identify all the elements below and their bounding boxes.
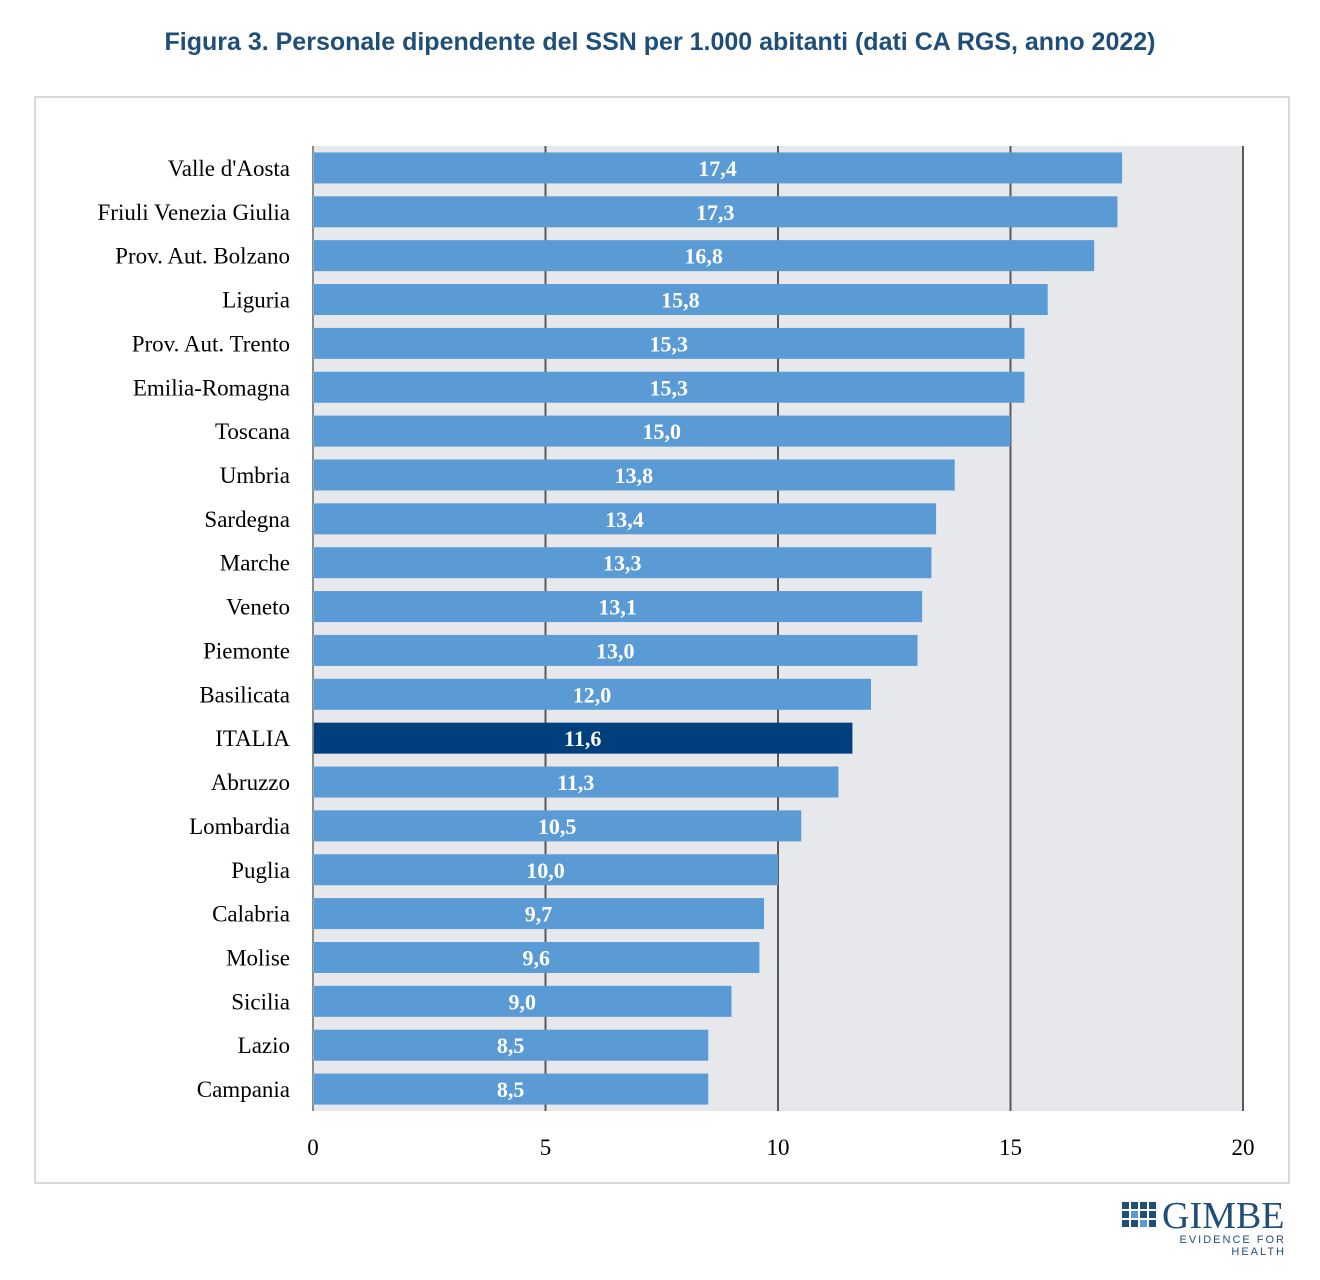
bar <box>313 985 732 1017</box>
bar <box>313 591 923 623</box>
category-label: Abruzzo <box>211 770 290 795</box>
chart-title: Figura 3. Personale dipendente del SSN p… <box>164 28 1156 56</box>
bar <box>313 547 932 579</box>
data-label: 9,6 <box>522 945 550 970</box>
category-label: Basilicata <box>199 682 290 707</box>
data-label: 13,4 <box>605 507 644 532</box>
bar <box>313 459 955 491</box>
data-label: 17,3 <box>696 200 735 225</box>
bar <box>313 810 802 842</box>
bar <box>313 152 1123 184</box>
data-label: 13,1 <box>598 595 637 620</box>
x-tick-label: 0 <box>307 1135 319 1160</box>
bar <box>313 371 1025 403</box>
logo-wordmark: GIMBE <box>1162 1195 1285 1237</box>
data-label: 10,5 <box>538 814 577 839</box>
data-label: 15,3 <box>649 375 688 400</box>
bar <box>313 1073 709 1105</box>
category-label: ITALIA <box>215 726 290 751</box>
category-label: Umbria <box>220 463 290 488</box>
bar <box>313 898 765 930</box>
bar <box>313 941 760 973</box>
category-label: Liguria <box>222 288 290 313</box>
data-label: 9,0 <box>509 989 537 1014</box>
data-label: 11,6 <box>564 726 601 751</box>
data-label: 13,0 <box>596 638 635 663</box>
bar <box>313 415 1011 447</box>
data-label: 16,8 <box>684 244 723 269</box>
category-label: Valle d'Aosta <box>168 156 290 181</box>
category-label: Campania <box>197 1077 290 1102</box>
category-label: Lazio <box>238 1033 290 1058</box>
data-label: 13,3 <box>603 551 642 576</box>
data-label: 13,8 <box>615 463 654 488</box>
x-tick-label: 5 <box>540 1135 552 1160</box>
category-label: Piemonte <box>203 638 290 663</box>
bar <box>313 240 1095 272</box>
bar <box>313 634 918 666</box>
bar <box>313 196 1118 228</box>
x-tick-label: 20 <box>1232 1135 1255 1160</box>
data-label: 12,0 <box>573 682 612 707</box>
category-label: Friuli Venezia Giulia <box>98 200 290 225</box>
logo-tagline: EVIDENCE FOR HEALTH <box>1179 1234 1286 1258</box>
data-label: 15,3 <box>649 331 688 356</box>
data-label: 8,5 <box>497 1033 525 1058</box>
data-label: 17,4 <box>698 156 737 181</box>
bar <box>313 766 839 798</box>
category-label: Sicilia <box>231 989 290 1014</box>
category-label: Marche <box>220 551 290 576</box>
category-label: Emilia-Romagna <box>133 375 290 400</box>
bar <box>313 678 871 710</box>
bar <box>313 722 853 754</box>
gimbe-logo: GIMBE EVIDENCE FOR HEALTH <box>1122 1195 1286 1258</box>
data-label: 8,5 <box>497 1077 525 1102</box>
category-label: Toscana <box>215 419 290 444</box>
category-label: Veneto <box>226 595 290 620</box>
category-label: Prov. Aut. Bolzano <box>115 244 290 269</box>
gimbe-grid-logo-icon <box>1122 1202 1156 1227</box>
data-label: 15,8 <box>661 288 700 313</box>
category-label: Prov. Aut. Trento <box>132 331 290 356</box>
bar <box>313 284 1048 316</box>
bar <box>313 327 1025 359</box>
bar <box>313 854 778 886</box>
category-label: Calabria <box>212 902 290 927</box>
category-label: Puglia <box>231 858 290 883</box>
data-label: 9,7 <box>525 902 553 927</box>
category-label: Lombardia <box>189 814 290 839</box>
category-label: Sardegna <box>204 507 290 532</box>
x-tick-label: 15 <box>999 1135 1022 1160</box>
x-tick-label: 10 <box>767 1135 790 1160</box>
data-label: 11,3 <box>557 770 594 795</box>
bar <box>313 503 937 535</box>
category-label: Molise <box>226 945 290 970</box>
data-label: 15,0 <box>643 419 682 444</box>
bar <box>313 1029 709 1061</box>
data-label: 10,0 <box>526 858 565 883</box>
